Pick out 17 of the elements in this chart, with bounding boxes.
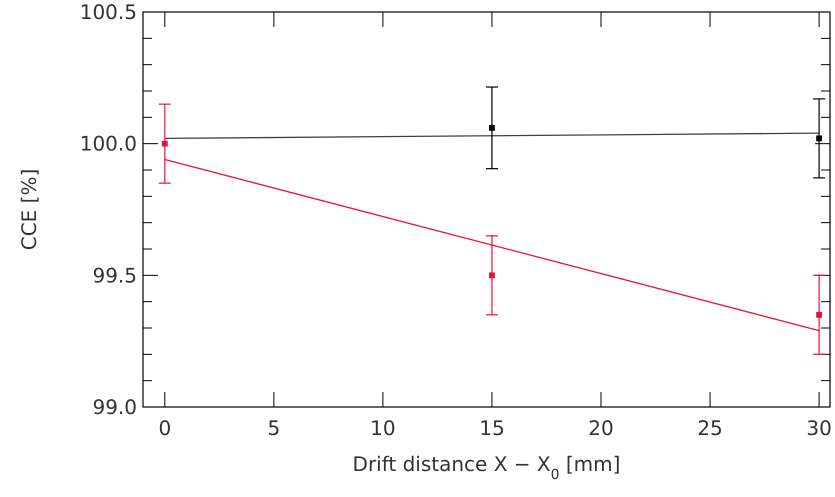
y-tick-label: 100.0: [80, 132, 137, 156]
point: [816, 312, 822, 318]
x-tick-label: 5: [267, 416, 280, 440]
x-tick-label: 30: [806, 416, 832, 440]
point: [489, 272, 495, 278]
x-tick-label: 10: [370, 416, 396, 440]
x-tick-label: 15: [479, 416, 505, 440]
point: [489, 124, 495, 131]
y-tick-label: 99.5: [92, 263, 137, 288]
y-tick-label: 99.0: [92, 395, 137, 419]
y-tick-label: 100.5: [80, 0, 137, 24]
x-tick-label: 20: [588, 416, 614, 440]
y-axis-title: CCE [%]: [17, 168, 41, 250]
x-tick-label: 25: [697, 416, 723, 440]
x-tick-label: 0: [158, 416, 172, 440]
point: [816, 135, 822, 142]
x-axis-title: Drift distance X − X$_{0}$ [mm]: [352, 452, 620, 483]
